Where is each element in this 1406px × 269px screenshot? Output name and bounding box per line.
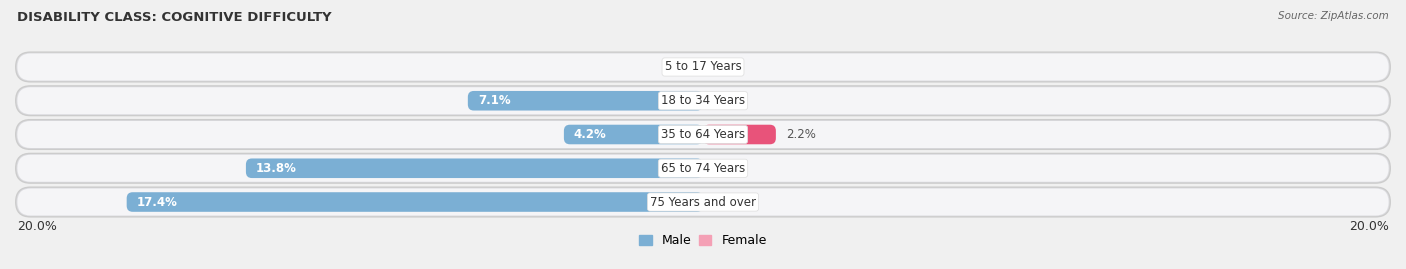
Text: 20.0%: 20.0% <box>1348 220 1389 233</box>
Text: 4.2%: 4.2% <box>574 128 606 141</box>
FancyBboxPatch shape <box>15 120 1391 149</box>
Text: 0.0%: 0.0% <box>713 196 742 208</box>
Text: 18 to 34 Years: 18 to 34 Years <box>661 94 745 107</box>
Text: 35 to 64 Years: 35 to 64 Years <box>661 128 745 141</box>
FancyBboxPatch shape <box>468 91 703 111</box>
Text: DISABILITY CLASS: COGNITIVE DIFFICULTY: DISABILITY CLASS: COGNITIVE DIFFICULTY <box>17 11 332 24</box>
Text: 0.0%: 0.0% <box>713 94 742 107</box>
FancyBboxPatch shape <box>17 87 1389 114</box>
FancyBboxPatch shape <box>17 155 1389 182</box>
FancyBboxPatch shape <box>15 153 1391 183</box>
Text: 7.1%: 7.1% <box>478 94 510 107</box>
Text: 65 to 74 Years: 65 to 74 Years <box>661 162 745 175</box>
Text: 2.2%: 2.2% <box>786 128 815 141</box>
Text: Source: ZipAtlas.com: Source: ZipAtlas.com <box>1278 11 1389 21</box>
FancyBboxPatch shape <box>564 125 703 144</box>
FancyBboxPatch shape <box>246 158 703 178</box>
FancyBboxPatch shape <box>703 125 776 144</box>
Text: 13.8%: 13.8% <box>256 162 297 175</box>
Text: 75 Years and over: 75 Years and over <box>650 196 756 208</box>
FancyBboxPatch shape <box>15 86 1391 116</box>
FancyBboxPatch shape <box>17 54 1389 80</box>
Text: 0.0%: 0.0% <box>713 61 742 73</box>
Legend: Male, Female: Male, Female <box>634 229 772 252</box>
Text: 0.0%: 0.0% <box>713 162 742 175</box>
Text: 5 to 17 Years: 5 to 17 Years <box>665 61 741 73</box>
Text: 20.0%: 20.0% <box>17 220 58 233</box>
FancyBboxPatch shape <box>17 121 1389 148</box>
Text: 17.4%: 17.4% <box>136 196 177 208</box>
FancyBboxPatch shape <box>15 187 1391 217</box>
FancyBboxPatch shape <box>15 52 1391 82</box>
FancyBboxPatch shape <box>127 192 703 212</box>
FancyBboxPatch shape <box>17 189 1389 215</box>
Text: 0.0%: 0.0% <box>664 61 693 73</box>
